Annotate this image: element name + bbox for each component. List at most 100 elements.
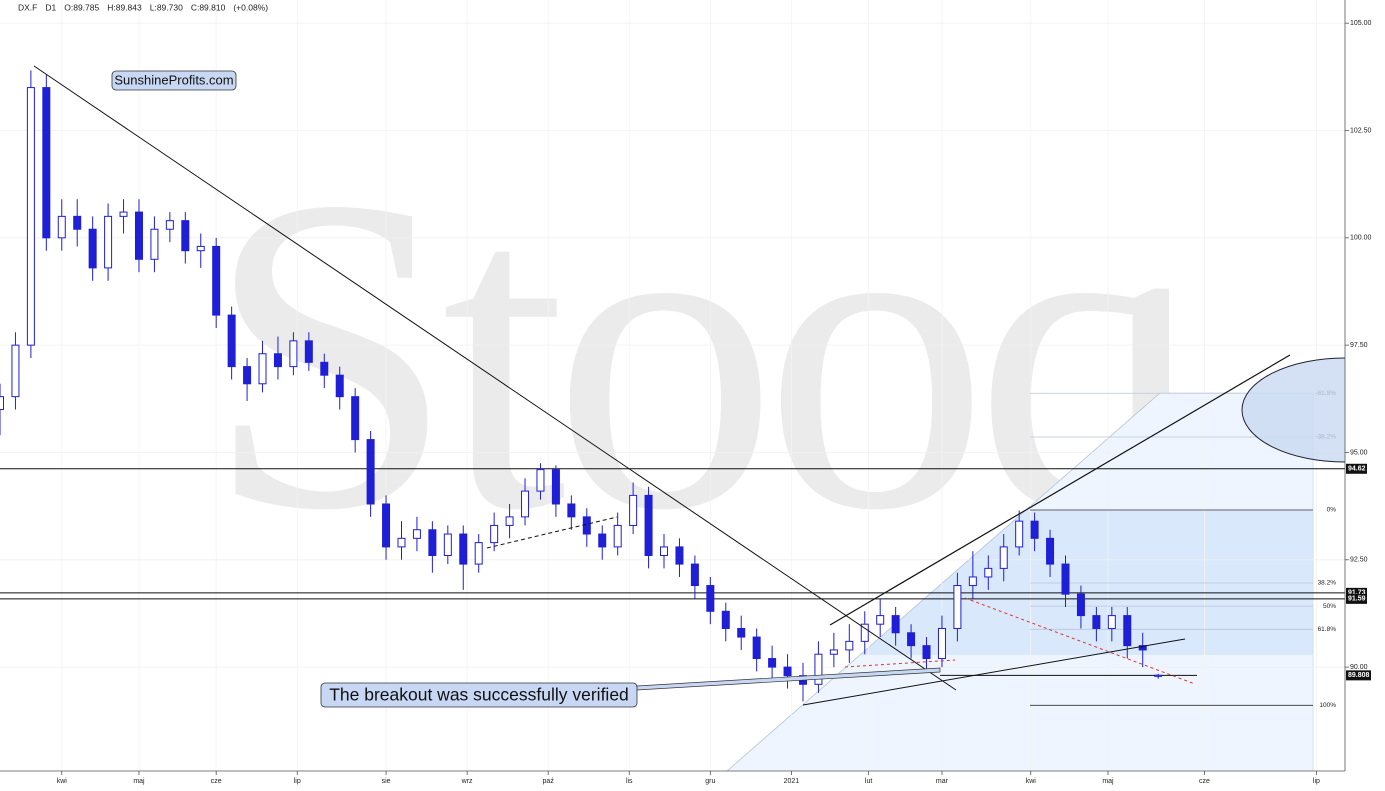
candle-body	[567, 503, 576, 518]
interval: D1	[45, 2, 56, 12]
candle-body	[443, 533, 452, 556]
candle-body	[660, 546, 669, 556]
projection-edge	[726, 392, 1161, 771]
background-layer: Stooq	[205, 105, 1314, 771]
annotation-text: The breakout was successfully verified	[329, 685, 629, 705]
candle-body	[829, 649, 838, 655]
candle-body	[1030, 520, 1039, 539]
candle-body	[289, 340, 298, 368]
x-tick-label: lis	[626, 778, 633, 785]
logo-box	[111, 70, 237, 91]
candle-body	[752, 636, 761, 660]
candle-body	[42, 87, 51, 239]
x-tick-label: maj	[133, 778, 145, 785]
dashed-line	[486, 516, 618, 549]
x-tick-label: mar	[936, 778, 949, 785]
x-tick-label: paź	[543, 778, 555, 785]
annotation-box	[320, 682, 638, 708]
fib-label: 38.2%	[1318, 580, 1337, 587]
candle-body	[876, 615, 885, 625]
candle-body	[582, 516, 591, 535]
y-tick-label: 102.50	[1350, 127, 1372, 134]
candle-body	[351, 396, 360, 441]
price-tag-label: 94.62	[1348, 466, 1366, 473]
levels: 94.6291.7391.59-61.8%-38.2%0%38.2%50%61.…	[0, 390, 1371, 709]
candle-body	[212, 245, 221, 316]
candle-body	[860, 623, 869, 642]
drawings	[33, 65, 1345, 706]
y-tick-label: 97.50	[1350, 342, 1368, 349]
candle-body	[0, 396, 4, 411]
y-tick-label: 95.00	[1350, 449, 1368, 456]
candle-body	[397, 537, 406, 548]
fib-label: 61.8%	[1318, 626, 1337, 633]
candle-body	[459, 533, 468, 565]
x-tick-label: lut	[865, 778, 872, 785]
candle-body	[1061, 563, 1070, 595]
symbol: DX.F	[18, 2, 37, 12]
x-tick-label: maj	[1102, 778, 1114, 785]
candle-body	[891, 615, 900, 634]
price-tag	[1346, 463, 1367, 474]
candle-body	[57, 215, 66, 239]
candle-body	[1076, 593, 1085, 617]
candle-body	[243, 366, 252, 385]
candle-body	[521, 490, 530, 518]
trend-line	[802, 638, 1186, 706]
candle-body	[181, 220, 190, 252]
candle-body	[598, 533, 607, 548]
x-tick-label: cze	[1199, 778, 1210, 785]
candle-body	[273, 353, 282, 368]
fib-label: 100%	[1319, 702, 1336, 709]
x-tick-label: sie	[382, 778, 391, 785]
x-tick-label: cze	[211, 778, 222, 785]
candle-body	[953, 585, 962, 629]
candle-body	[675, 546, 684, 565]
candle-body	[490, 524, 499, 544]
candle-body	[26, 87, 35, 346]
candle-body	[1046, 537, 1055, 565]
x-tick-label: kwi	[57, 778, 68, 785]
candle-body	[706, 585, 715, 612]
candle-body	[165, 220, 174, 230]
candle-body	[1123, 615, 1132, 647]
x-tick-label: kwi	[1026, 778, 1037, 785]
candle-body	[150, 228, 159, 260]
price-tag	[1346, 587, 1367, 598]
price-tag-label: 91.59	[1348, 596, 1366, 603]
candle-body	[196, 245, 205, 252]
candle-body	[845, 640, 854, 651]
ohlc-value: O:89.785	[64, 2, 99, 12]
x-tick-label: 2021	[784, 778, 800, 785]
candle-body	[428, 529, 437, 556]
price-tag-label: 91.73	[1348, 590, 1366, 597]
candle-body	[1092, 615, 1101, 629]
candle-body	[304, 340, 313, 363]
candle-body	[366, 439, 375, 505]
candle-body	[536, 469, 545, 492]
candle-body	[1107, 615, 1116, 629]
y-tick-label: 105.00	[1350, 20, 1372, 27]
x-tick-label: wrz	[461, 778, 473, 785]
candle-body	[335, 374, 344, 398]
candle-body	[768, 658, 777, 668]
fib-label: 50%	[1323, 603, 1336, 610]
candle-body	[968, 576, 977, 587]
candle-body	[644, 494, 653, 556]
x-tick-label: gru	[705, 778, 715, 785]
y-tick-label: 90.00	[1350, 664, 1368, 671]
candle-body	[104, 215, 113, 269]
candle-body	[258, 353, 267, 385]
dashed-line	[844, 659, 956, 668]
price-tag	[1346, 593, 1367, 604]
candle-body	[937, 627, 946, 660]
ohlc-value: (+0.08%)	[233, 2, 268, 12]
dashed-line	[964, 597, 1196, 685]
x-tick-label: lip	[1313, 778, 1320, 785]
candle-body	[505, 516, 514, 526]
candle-body	[134, 211, 143, 260]
price-tag	[1346, 670, 1371, 681]
candles	[0, 70, 1163, 702]
logo-text: SunshineProfits.com	[114, 72, 233, 87]
